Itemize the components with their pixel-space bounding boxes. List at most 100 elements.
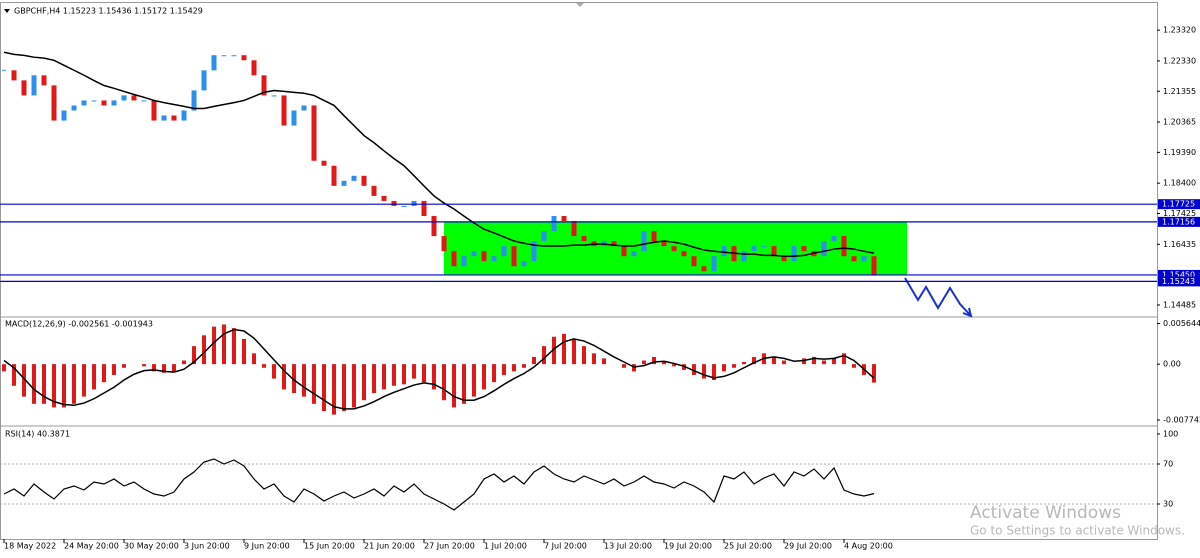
macd-bar — [842, 353, 846, 365]
macd-bar — [352, 364, 356, 408]
x-tick-label: 15 Jun 20:00 — [304, 542, 355, 551]
macd-bar — [782, 360, 786, 365]
macd-bar — [142, 364, 146, 367]
macd-bar — [732, 364, 736, 368]
macd-bar — [322, 364, 326, 412]
candle — [431, 215, 437, 237]
candle — [841, 236, 847, 257]
macd-bar — [232, 328, 236, 365]
macd-bar — [742, 361, 746, 365]
candle — [311, 105, 317, 161]
y-tick-label: 1.18400 — [1163, 179, 1196, 188]
macd-bar — [552, 336, 556, 365]
x-tick-label: 1 Jul 20:00 — [484, 542, 527, 551]
macd-bar — [702, 364, 706, 379]
macd-bar — [372, 364, 376, 393]
macd-bar — [532, 356, 536, 365]
macd-bar — [32, 364, 36, 404]
candle — [91, 100, 97, 102]
candle — [651, 231, 657, 242]
candle — [511, 246, 517, 267]
macd-bar — [662, 361, 666, 365]
candle — [221, 55, 227, 57]
macd-bar — [572, 338, 576, 365]
macd-bar — [182, 360, 186, 365]
x-tick-label: 13 Jul 20:00 — [604, 542, 652, 551]
macd-bar — [12, 364, 16, 386]
x-tick-label: 9 Jun 20:00 — [244, 542, 290, 551]
macd-bar — [522, 364, 526, 368]
candle — [451, 251, 457, 267]
macd-bar — [152, 364, 156, 372]
candle — [181, 110, 187, 121]
level-label-box — [1158, 199, 1200, 210]
macd-bar — [282, 364, 286, 390]
macd-bar — [202, 335, 206, 365]
macd-bar — [692, 364, 696, 375]
candle — [361, 175, 367, 186]
drawn-arrow — [904, 277, 973, 318]
macd-bar — [722, 364, 726, 372]
macd-bar — [622, 364, 626, 368]
candle — [411, 200, 417, 206]
y-tick-label: 1.19390 — [1163, 148, 1196, 157]
candle — [801, 246, 807, 252]
level-label: 1.15450 — [1162, 270, 1195, 279]
macd-bar — [412, 364, 416, 379]
candle — [11, 70, 17, 81]
macd-bar — [122, 364, 126, 368]
macd-bar — [172, 364, 176, 372]
macd-bar — [392, 364, 396, 386]
level-label: 1.17156 — [1162, 217, 1195, 226]
macd-bar — [582, 346, 586, 365]
macd-bar — [212, 326, 216, 365]
candle — [151, 100, 157, 121]
candle — [681, 251, 687, 257]
candle — [71, 105, 77, 111]
candle — [261, 75, 267, 96]
candle — [501, 246, 507, 257]
macd-bar — [262, 364, 266, 368]
candle — [381, 195, 387, 201]
candle — [641, 231, 647, 252]
macd-bar — [652, 356, 656, 365]
macd-bar — [102, 364, 106, 383]
candle — [111, 100, 117, 106]
macd-bar — [642, 360, 646, 365]
candle — [701, 266, 707, 272]
candle — [121, 95, 127, 101]
candle — [571, 221, 577, 237]
candle — [291, 110, 297, 126]
candle — [871, 256, 877, 276]
candle — [821, 241, 827, 257]
candle — [581, 236, 587, 242]
chart-title: GBPCHF,H4 1.15223 1.15436 1.15172 1.1542… — [14, 7, 203, 16]
candle — [271, 95, 277, 97]
macd-bar — [112, 364, 116, 375]
macd-bar — [52, 364, 56, 408]
macd-bar — [492, 364, 496, 383]
macd-bar — [832, 358, 836, 365]
x-tick-label: 25 Jul 20:00 — [724, 542, 772, 551]
macd-bar — [382, 364, 386, 390]
x-tick-label: 27 Jun 20:00 — [424, 542, 475, 551]
macd-bar — [42, 364, 46, 404]
macd-bar — [452, 364, 456, 408]
macd-bar — [472, 364, 476, 397]
candle — [791, 246, 797, 262]
candle — [231, 55, 237, 57]
macd-bar — [422, 364, 426, 383]
macd-bar — [822, 360, 826, 365]
candle — [341, 180, 347, 186]
macd-title: MACD(12,26,9) -0.002561 -0.001943 — [5, 320, 153, 329]
level-label: 1.15243 — [1162, 277, 1195, 286]
x-tick-label: 29 Jul 20:00 — [784, 542, 832, 551]
x-tick-label: 30 May 20:00 — [124, 542, 179, 551]
candle — [421, 200, 427, 216]
level-label-box — [1158, 269, 1200, 280]
macd-bar — [292, 364, 296, 393]
candle — [541, 231, 547, 242]
candle — [521, 261, 527, 267]
signal-line — [3, 328, 875, 410]
